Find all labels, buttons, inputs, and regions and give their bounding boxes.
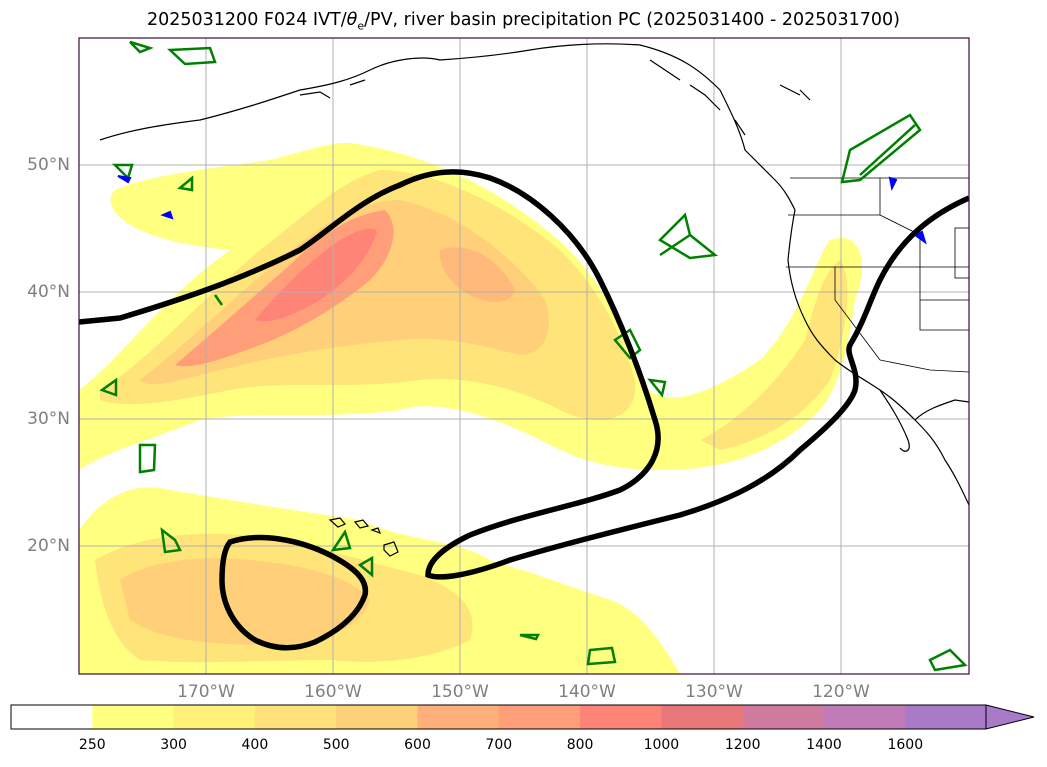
colorbar-cell [824, 705, 906, 729]
north-coast-islands [299, 59, 811, 136]
colorbar-tick-label: 700 [485, 737, 513, 753]
colorbar-cell [580, 705, 662, 729]
colorbar-cell [417, 705, 500, 729]
colorbar-cell [498, 705, 581, 729]
lon-label-160w: 160°W [304, 682, 362, 702]
ivt-300-east [700, 260, 848, 450]
colorbar [10, 704, 1035, 730]
lon-label-150w: 150°W [431, 682, 489, 702]
lon-label-140w: 140°W [558, 682, 616, 702]
colorbar-cell [336, 705, 418, 729]
map-panel [78, 37, 970, 675]
theta-e-contours [79, 169, 969, 651]
colorbar-cell [905, 705, 988, 729]
lon-label-120w: 120°W [812, 682, 870, 702]
lat-label-30n: 30°N [27, 409, 70, 429]
colorbar-tick-label: 1000 [643, 737, 680, 753]
state-borders [786, 177, 969, 373]
colorbar-tick-label: 1400 [806, 737, 842, 753]
colorbar-extend-arrow [985, 704, 1035, 730]
colorbar-tick-label: 400 [241, 737, 269, 753]
lon-label-130w: 130°W [685, 682, 743, 702]
colorbar-tick-label: 500 [322, 737, 350, 753]
baja-california [879, 389, 969, 452]
map-frame [78, 37, 970, 675]
main-trough-contour [79, 169, 969, 580]
colorbar-tick-label: 1600 [887, 737, 924, 753]
hawaiian-islands [328, 517, 399, 557]
colorbar-tick-label: 1200 [724, 737, 761, 753]
colorbar-cell [11, 705, 93, 729]
cutoff-low-contour [219, 534, 369, 651]
lat-label-50n: 50°N [27, 155, 70, 175]
alaska-coastline [99, 43, 796, 211]
colorbar-cell [254, 705, 337, 729]
pv-contours-blue [117, 175, 927, 245]
colorbar-tick-label: 800 [566, 737, 594, 753]
colorbar-cell [173, 705, 256, 729]
colorbar-cell [661, 705, 744, 729]
map-title: 2025031200 F024 IVT/θe/PV, river basin p… [146, 10, 901, 33]
lat-label-40n: 40°N [27, 282, 70, 302]
lat-label-20n: 20°N [27, 536, 70, 556]
colorbar-tick-label: 300 [160, 737, 187, 753]
colorbar-cell [742, 705, 825, 729]
colorbar-tick-label: 250 [78, 737, 106, 753]
ivt-800-region [255, 228, 377, 322]
lon-label-170w: 170°W [177, 682, 235, 702]
ivt-600-east-region [439, 247, 515, 302]
colorbar-tick-label: 600 [404, 737, 431, 753]
ivt-500-south [120, 558, 370, 645]
colorbar-cell [92, 705, 175, 729]
